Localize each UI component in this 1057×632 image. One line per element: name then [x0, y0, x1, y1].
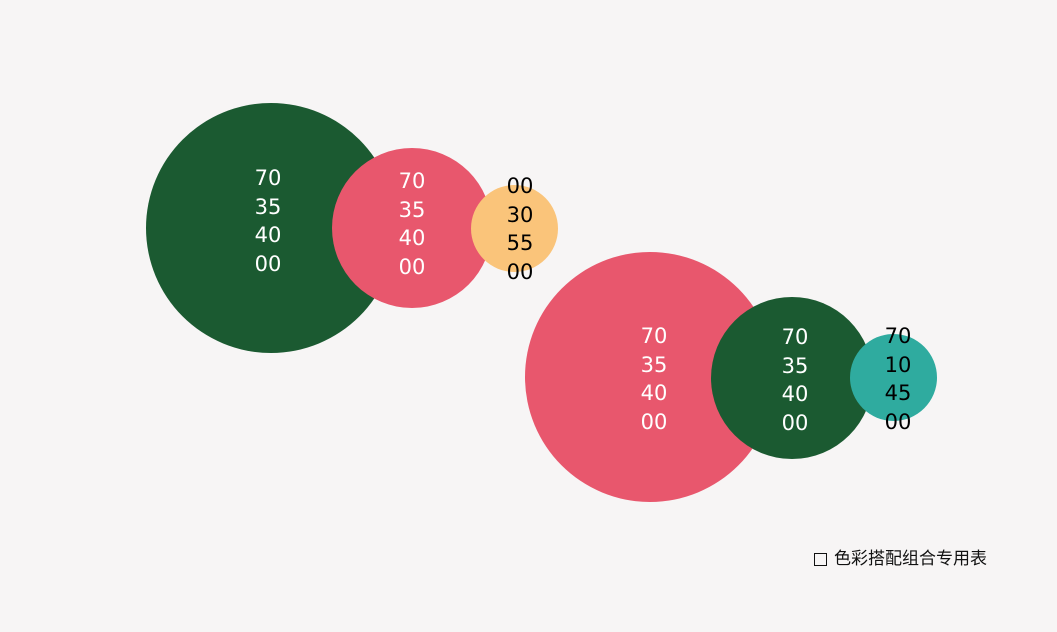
group1-medium-circle: [332, 148, 492, 308]
group2-medium-value-4: 00: [781, 410, 809, 435]
group2-medium-label: 70 35 40 00: [765, 323, 825, 437]
group2-small-label: 70 10 45 00: [868, 322, 928, 436]
group1-large-value-4: 00: [254, 251, 282, 276]
group1-medium-value-1: 70: [398, 169, 426, 193]
group2-large-value-3: 40: [640, 381, 668, 405]
group1-small-value-3: 55: [506, 231, 534, 255]
group2-medium-value-1: 70: [781, 325, 809, 349]
group2-medium-circle: [711, 297, 873, 459]
group2-large-value-4: 00: [640, 409, 668, 434]
caption-text: 色彩搭配组合专用表: [834, 549, 987, 569]
caption: 色彩搭配组合专用表: [814, 548, 987, 570]
group1-medium-value-2: 35: [398, 197, 426, 222]
group1-small-label: 00 30 55 00: [490, 172, 550, 286]
group1-small-circle: [471, 185, 558, 272]
group2-medium-value-2: 35: [781, 353, 809, 378]
group2-small-value-4: 00: [884, 409, 912, 434]
group1-small-value-1: 00: [506, 174, 534, 198]
group1-small-value-4: 00: [506, 259, 534, 284]
group1-medium-value-3: 40: [398, 226, 426, 250]
group2-small-circle: [850, 334, 937, 421]
group1-medium-label: 70 35 40 00: [382, 167, 442, 281]
group2-large-value-2: 35: [640, 352, 668, 377]
group2-medium-value-3: 40: [781, 382, 809, 406]
group1-large-label: 70 35 40 00: [238, 164, 298, 278]
group1-large-value-3: 40: [254, 223, 282, 247]
group2-large-label: 70 35 40 00: [624, 322, 684, 436]
group2-large-value-1: 70: [640, 324, 668, 348]
group2-small-value-1: 70: [884, 324, 912, 348]
group1-medium-value-4: 00: [398, 254, 426, 279]
group2-small-value-2: 10: [884, 352, 912, 377]
group1-small-value-2: 30: [506, 202, 534, 227]
square-icon: [814, 552, 827, 566]
group1-large-value-2: 35: [254, 194, 282, 219]
group1-large-value-1: 70: [254, 166, 282, 190]
group2-small-value-3: 45: [884, 381, 912, 405]
